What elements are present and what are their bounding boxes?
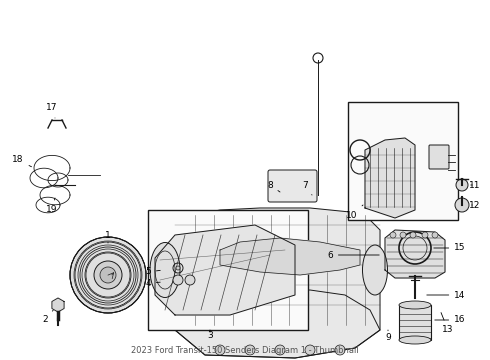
Circle shape	[456, 179, 468, 191]
Polygon shape	[385, 230, 445, 278]
Circle shape	[455, 198, 469, 212]
Circle shape	[422, 232, 428, 238]
Ellipse shape	[363, 245, 388, 295]
Circle shape	[94, 261, 122, 289]
Circle shape	[305, 345, 315, 355]
Text: 1: 1	[105, 230, 111, 243]
Text: 9: 9	[385, 330, 391, 342]
Circle shape	[400, 232, 406, 238]
Polygon shape	[175, 290, 380, 358]
Text: 14: 14	[427, 291, 466, 300]
Circle shape	[100, 267, 116, 283]
Bar	[348, 102, 458, 220]
Circle shape	[215, 345, 225, 355]
Circle shape	[245, 345, 255, 355]
Polygon shape	[52, 298, 64, 312]
Polygon shape	[365, 138, 415, 218]
FancyBboxPatch shape	[429, 145, 449, 169]
Text: 12: 12	[469, 201, 481, 210]
Text: 18: 18	[12, 156, 31, 167]
Text: 2: 2	[42, 310, 53, 324]
Bar	[148, 210, 308, 330]
Circle shape	[432, 232, 438, 238]
Polygon shape	[175, 208, 380, 358]
Polygon shape	[155, 225, 205, 330]
Text: 17: 17	[46, 104, 58, 118]
Bar	[399, 305, 431, 340]
Text: 4: 4	[145, 279, 160, 288]
Text: 16: 16	[435, 315, 466, 324]
Polygon shape	[220, 238, 360, 275]
Text: 6: 6	[327, 251, 379, 260]
Text: 15: 15	[434, 243, 466, 252]
Circle shape	[173, 275, 183, 285]
Text: 8: 8	[267, 180, 280, 192]
FancyBboxPatch shape	[268, 170, 317, 202]
Text: 5: 5	[145, 267, 160, 276]
Text: 11: 11	[469, 180, 481, 189]
Circle shape	[70, 237, 146, 313]
Text: 7: 7	[302, 180, 312, 195]
Circle shape	[176, 266, 180, 270]
Text: 10: 10	[346, 205, 363, 220]
Text: 2023 Ford Transit-150 Senders Diagram 1 - Thumbnail: 2023 Ford Transit-150 Senders Diagram 1 …	[131, 346, 359, 355]
Circle shape	[390, 232, 396, 238]
Circle shape	[275, 345, 285, 355]
Ellipse shape	[399, 336, 431, 344]
Polygon shape	[155, 225, 295, 315]
Text: 13: 13	[441, 312, 454, 334]
Ellipse shape	[399, 301, 431, 309]
Ellipse shape	[150, 243, 180, 297]
Circle shape	[410, 232, 416, 238]
Text: 3: 3	[207, 330, 213, 339]
Text: 19: 19	[46, 198, 58, 215]
Circle shape	[185, 275, 195, 285]
Circle shape	[335, 345, 345, 355]
